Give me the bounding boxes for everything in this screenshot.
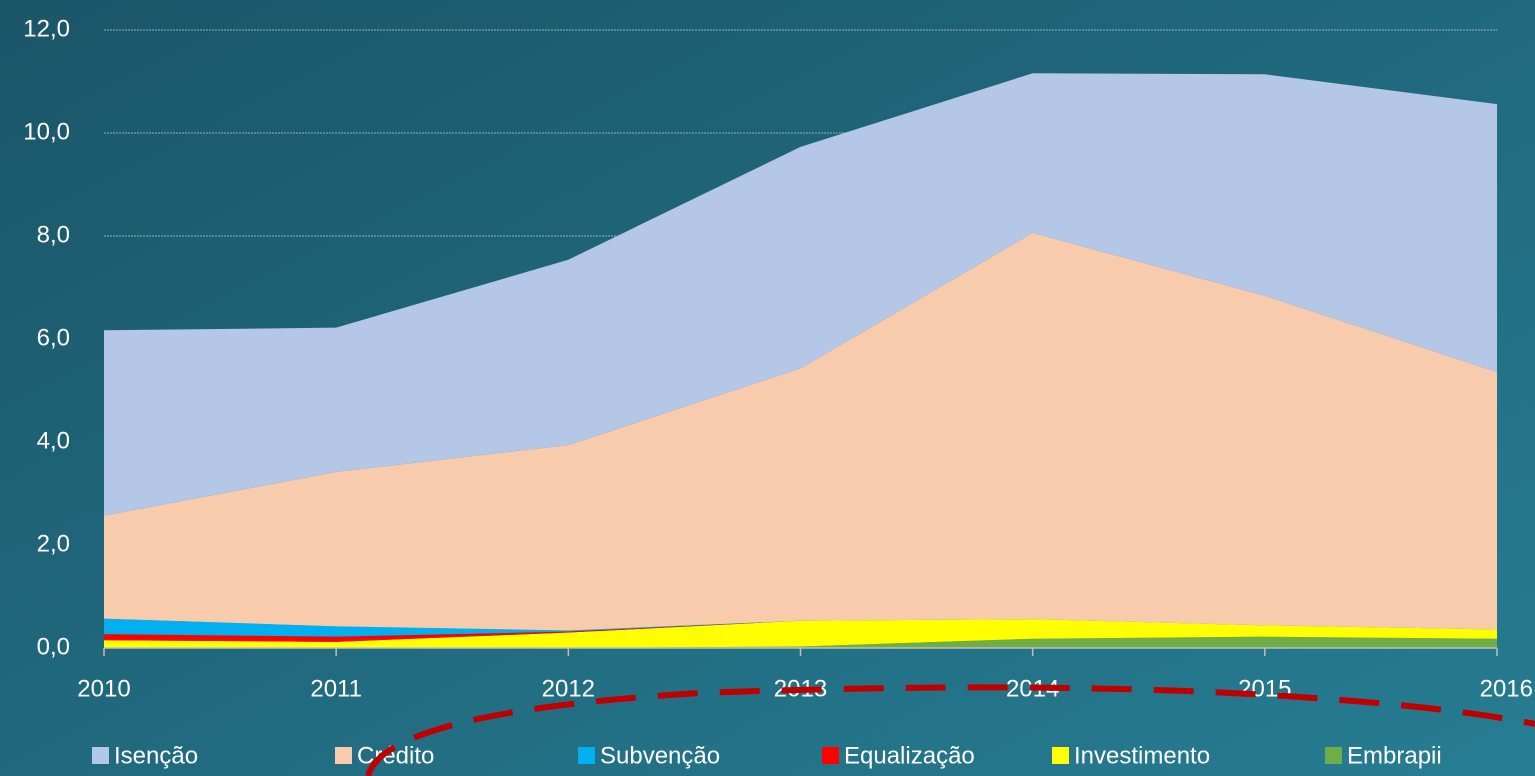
legend-label: Isenção: [114, 742, 198, 769]
x-tick-label: 2010: [77, 675, 130, 702]
x-tick-label: 2011: [310, 675, 362, 702]
legend-label: Crédito: [357, 742, 434, 769]
area: [104, 73, 1497, 516]
y-tick-label: 8,0: [37, 221, 70, 248]
y-tick-label: 6,0: [37, 324, 70, 351]
legend-swatch: [578, 747, 595, 764]
y-tick-label: 0,0: [37, 633, 70, 660]
x-tick-label: 2012: [542, 675, 595, 702]
x-tick-label: 2016: [1480, 675, 1533, 702]
area: [104, 232, 1497, 631]
area: [104, 619, 1497, 648]
legend-swatch: [1325, 747, 1342, 764]
legend-label: Equalização: [844, 742, 975, 769]
legend-swatch: [822, 747, 839, 764]
y-tick-label: 10,0: [23, 118, 70, 145]
legend: Isenção Crédito Subvenção Equalização Invest…: [92, 742, 1442, 769]
legend-label: Investimento: [1074, 742, 1210, 769]
legend-swatch: [335, 747, 352, 764]
legend-swatch: [1052, 747, 1069, 764]
area: [104, 619, 1497, 642]
legend-swatch: [92, 747, 109, 764]
legend-label: Embrapii: [1347, 742, 1442, 769]
annotation-ellipse: [365, 684, 1535, 776]
y-tick-label: 12,0: [23, 15, 70, 42]
area: [104, 618, 1497, 637]
legend-label: Subvenção: [600, 742, 720, 769]
area: [104, 636, 1497, 648]
y-tick-label: 4,0: [37, 427, 70, 454]
y-tick-label: 2,0: [37, 530, 70, 557]
